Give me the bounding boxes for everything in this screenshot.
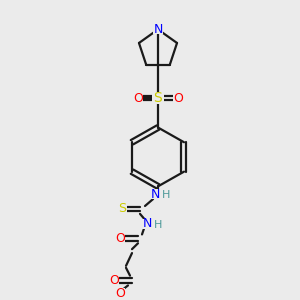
- FancyBboxPatch shape: [117, 204, 127, 214]
- FancyBboxPatch shape: [133, 93, 143, 103]
- Text: O: O: [115, 232, 125, 245]
- Text: S: S: [154, 91, 162, 105]
- FancyBboxPatch shape: [109, 276, 119, 285]
- FancyBboxPatch shape: [152, 92, 164, 104]
- FancyBboxPatch shape: [153, 25, 163, 34]
- FancyBboxPatch shape: [173, 93, 183, 103]
- Text: N: N: [153, 23, 163, 36]
- Text: O: O: [115, 287, 125, 300]
- Text: S: S: [118, 202, 126, 215]
- Text: H: H: [154, 220, 162, 230]
- Text: N: N: [150, 188, 160, 201]
- Text: H: H: [162, 190, 170, 200]
- Text: O: O: [109, 274, 119, 287]
- Text: O: O: [133, 92, 143, 105]
- FancyBboxPatch shape: [147, 189, 163, 199]
- FancyBboxPatch shape: [139, 219, 155, 229]
- Text: N: N: [142, 217, 152, 230]
- Text: O: O: [173, 92, 183, 105]
- FancyBboxPatch shape: [115, 233, 125, 243]
- FancyBboxPatch shape: [115, 288, 125, 298]
